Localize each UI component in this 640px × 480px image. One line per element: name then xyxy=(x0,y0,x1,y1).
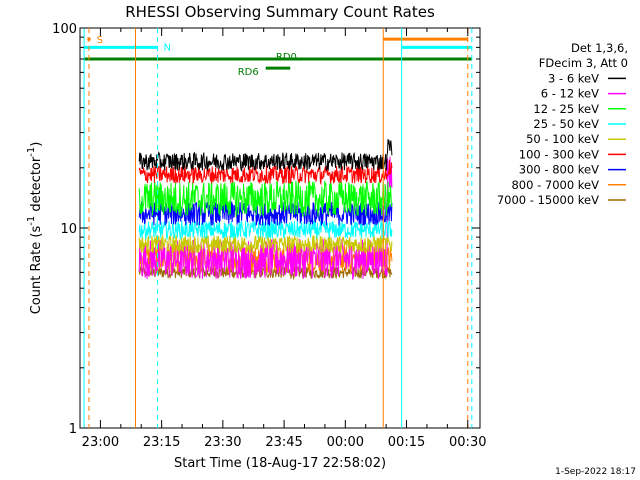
y-tick-label: 10 xyxy=(60,222,77,237)
y-label-part: ) xyxy=(29,142,44,147)
y-axis-label: Count Rate (s-1 detector-1) xyxy=(26,142,44,315)
legend-header: Det 1,3,6, xyxy=(571,41,628,55)
y-label-sup: -1 xyxy=(26,147,37,157)
legend-label: 6 - 12 keV xyxy=(541,87,599,101)
flag-label-rd6: RD6 xyxy=(238,67,259,78)
legend-label: 800 - 7000 keV xyxy=(511,178,599,192)
series-layer xyxy=(138,139,393,281)
x-tick-label: 00:30 xyxy=(449,435,486,450)
x-axis-label: Start Time (18-Aug-17 22:58:02) xyxy=(174,456,386,471)
chart-title: RHESSI Observing Summary Count Rates xyxy=(125,3,435,21)
series-line-3 xyxy=(138,180,393,217)
x-tick-label: 00:15 xyxy=(388,435,425,450)
flag-label-n: N xyxy=(164,42,171,53)
x-tick-label: 00:00 xyxy=(327,435,364,450)
legend-label: 7000 - 15000 keV xyxy=(497,193,599,207)
y-tick-label: 100 xyxy=(52,22,77,37)
legend-label: 12 - 25 keV xyxy=(533,102,599,116)
legend-label: 300 - 800 keV xyxy=(519,163,599,177)
x-tick-label: 23:30 xyxy=(204,435,241,450)
vertical-lines xyxy=(83,28,473,428)
legend: Det 1,3,6,FDecim 3, Att 03 - 6 keV 6 - 12… xyxy=(497,41,628,207)
series-line-6 xyxy=(138,159,393,186)
legend-label: 100 - 300 keV xyxy=(519,147,599,161)
x-tick-label: 23:15 xyxy=(143,435,180,450)
legend-label: 25 - 50 keV xyxy=(533,117,599,131)
legend-label: 3 - 6 keV xyxy=(548,71,599,85)
x-tick-label: 23:00 xyxy=(82,435,119,450)
legend-label: 50 - 100 keV xyxy=(526,132,599,146)
footer-date: 1-Sep-2022 18:17 xyxy=(555,467,636,477)
series-line-1 xyxy=(138,139,393,172)
flag-label-s: S xyxy=(97,35,103,46)
x-tick-label: 23:45 xyxy=(265,435,302,450)
flag-layer: S N RD0 RD6 xyxy=(84,35,472,78)
y-label-sup: -1 xyxy=(26,216,37,226)
axes: 23:00 23:15 23:30 23:45 00:00 00:15 00:30 100 10… xyxy=(52,22,486,450)
y-tick-label: 1 xyxy=(69,422,77,437)
legend-header: FDecim 3, Att 0 xyxy=(539,56,628,70)
y-label-part: detector xyxy=(29,156,44,216)
y-label-part: Count Rate (s xyxy=(29,226,44,315)
series-line-5 xyxy=(138,234,393,254)
flag-label-rd0: RD0 xyxy=(276,52,297,63)
